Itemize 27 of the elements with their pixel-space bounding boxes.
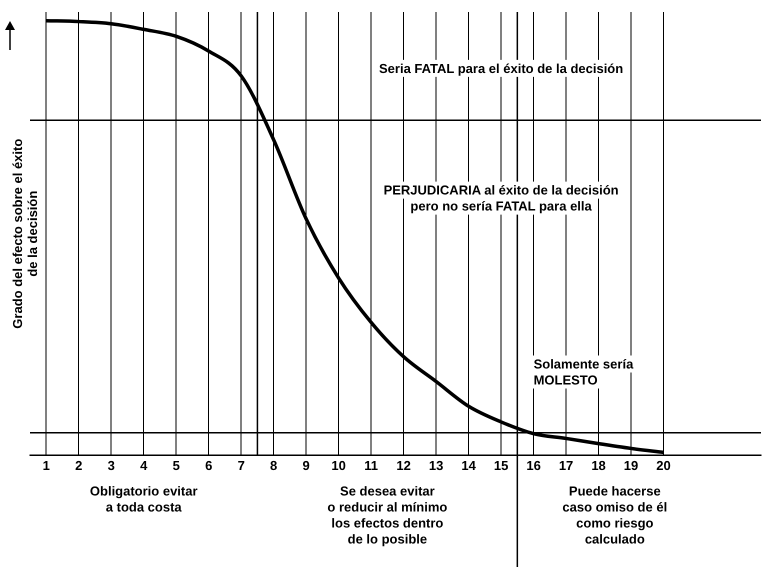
x-tick-label: 8 xyxy=(270,458,278,473)
x-tick-label: 11 xyxy=(364,458,378,473)
x-tick-label: 9 xyxy=(302,458,310,473)
y-axis-title: Grado del efecto sobre el éxito de la decisión xyxy=(10,138,40,329)
x-tick-label: 1 xyxy=(42,458,50,473)
x-tick-label: 12 xyxy=(396,458,411,473)
x-tick-label: 14 xyxy=(461,458,477,473)
text: Puede hacerse caso omiso de él como riesgo calculado xyxy=(562,483,668,546)
x-tick-label: 6 xyxy=(205,458,212,473)
x-tick-label: 10 xyxy=(331,458,346,473)
text: Obligatorio evitar a toda costa xyxy=(90,483,198,514)
x-tick-label: 20 xyxy=(656,458,671,473)
x-tick-label: 3 xyxy=(108,458,115,473)
annotation: Seria FATAL para el éxito de la decisión xyxy=(378,60,624,76)
x-tick-label: 13 xyxy=(428,458,444,473)
x-tick-label: 2 xyxy=(75,458,82,473)
x-tick-label: 17 xyxy=(558,458,574,473)
x-tick-label: 7 xyxy=(238,458,245,473)
annotation: PERJUDICARIA al éxito de la decisión pero no sería FATAL para ella xyxy=(384,182,619,214)
x-tick-label: 18 xyxy=(591,458,606,473)
x-tick-label: 5 xyxy=(172,458,180,473)
x-tick-label: 16 xyxy=(526,458,541,473)
x-tick-label: 19 xyxy=(624,458,638,473)
annotation: Solamente sería MOLESTO xyxy=(534,356,634,388)
x-tick-label: 4 xyxy=(140,458,148,473)
text: Se desea evitar o reducir al mínimo los efectos dentro de lo posible xyxy=(327,483,448,546)
x-tick-label: 15 xyxy=(494,458,508,473)
